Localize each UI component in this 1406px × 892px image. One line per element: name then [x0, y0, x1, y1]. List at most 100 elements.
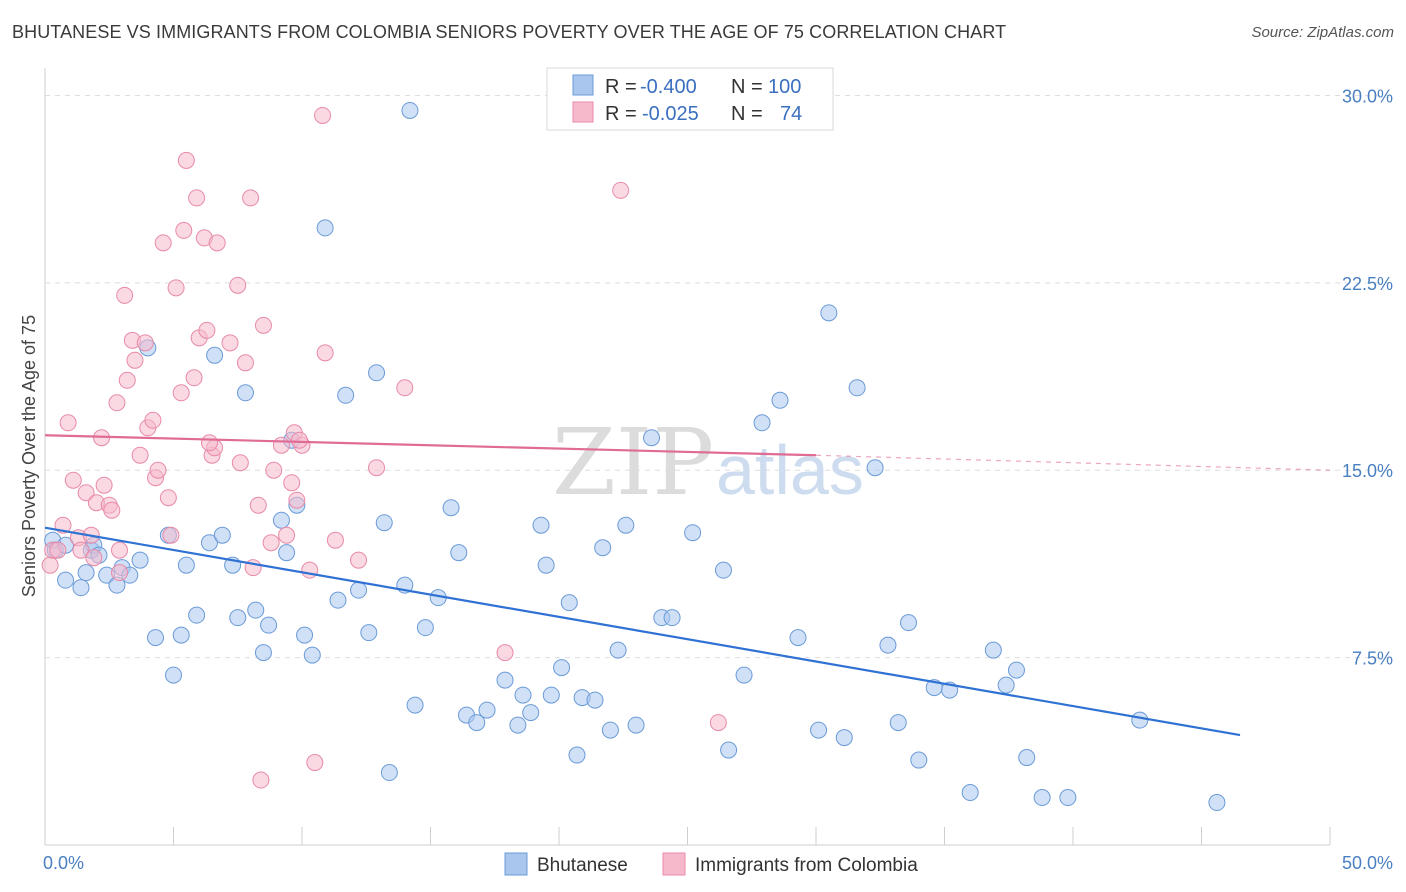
- bottom-legend-swatch-colombia: [662, 852, 686, 876]
- data-point: [900, 614, 918, 632]
- legend-swatch-colombia: [572, 101, 594, 123]
- data-point: [594, 539, 612, 557]
- y-tick-label: 30.0%: [1342, 86, 1393, 106]
- data-point: [350, 581, 368, 599]
- data-point: [131, 446, 149, 464]
- data-point: [172, 384, 190, 402]
- data-point: [835, 729, 853, 747]
- source-credit: Source: ZipAtlas.com: [1251, 24, 1394, 41]
- data-point: [288, 491, 306, 509]
- legend-n-label: N =: [731, 103, 763, 125]
- data-point: [1018, 749, 1036, 767]
- y-axis-label: Seniors Poverty Over the Age of 75: [19, 315, 39, 597]
- data-point: [296, 626, 314, 644]
- data-point: [532, 516, 550, 534]
- data-point: [111, 541, 129, 559]
- legend-swatch-bhutanese: [572, 74, 594, 96]
- data-point: [416, 619, 434, 637]
- data-point: [278, 544, 296, 562]
- legend-bottom: Bhutanese Immigrants from Colombia: [504, 852, 918, 876]
- data-point: [136, 334, 154, 352]
- colombia-points: [41, 106, 727, 789]
- data-point: [208, 234, 226, 252]
- data-point: [380, 764, 398, 782]
- data-point: [177, 151, 195, 169]
- data-point: [442, 499, 460, 517]
- bhutanese-trend-line: [44, 526, 1241, 737]
- data-point: [77, 484, 95, 502]
- data-point: [188, 606, 206, 624]
- data-point: [627, 716, 645, 734]
- data-point: [303, 646, 321, 664]
- data-point: [879, 636, 897, 654]
- data-point: [177, 556, 195, 574]
- data-point: [984, 641, 1002, 659]
- data-point: [496, 671, 514, 689]
- data-point: [522, 704, 540, 722]
- data-point: [910, 751, 928, 769]
- data-point: [848, 379, 866, 397]
- data-point: [262, 534, 280, 552]
- data-point: [514, 686, 532, 704]
- data-point: [329, 591, 347, 609]
- trend-lines: [44, 434, 1331, 737]
- x-axis-ticks: [173, 827, 1331, 845]
- data-point: [316, 219, 334, 237]
- data-point: [720, 741, 738, 759]
- data-point: [154, 234, 172, 252]
- data-point: [663, 609, 681, 627]
- data-point: [162, 526, 180, 544]
- legend-n-value: 100: [768, 76, 801, 98]
- data-point: [247, 601, 265, 619]
- data-point: [735, 666, 753, 684]
- data-point: [200, 534, 218, 552]
- data-point: [64, 471, 82, 489]
- data-point: [278, 526, 296, 544]
- data-point: [198, 321, 216, 339]
- data-point: [116, 286, 134, 304]
- legend-r-value: -0.025: [642, 103, 699, 125]
- data-point: [185, 369, 203, 387]
- data-point: [41, 556, 59, 574]
- chart-title: BHUTANESE VS IMMIGRANTS FROM COLOMBIA SE…: [12, 22, 1007, 42]
- data-point: [568, 746, 586, 764]
- data-point: [771, 391, 789, 409]
- data-point: [213, 526, 231, 544]
- data-point: [360, 624, 378, 642]
- watermark-atlas: atlas: [716, 431, 864, 509]
- data-point: [103, 501, 121, 519]
- data-point: [159, 489, 177, 507]
- legend-r-label: R =: [605, 76, 637, 98]
- legend-n-value: 74: [780, 103, 802, 125]
- legend-r-label: R =: [605, 103, 637, 125]
- y-tick-label: 7.5%: [1352, 649, 1393, 669]
- bottom-legend-label-colombia: Immigrants from Colombia: [695, 855, 918, 876]
- data-point: [478, 701, 496, 719]
- data-point: [254, 316, 272, 334]
- data-point: [368, 459, 386, 477]
- data-point: [118, 371, 136, 389]
- data-point: [72, 541, 90, 559]
- data-point: [131, 551, 149, 569]
- data-point: [601, 721, 619, 739]
- data-point: [820, 304, 838, 322]
- legend-n-label: N =: [731, 76, 763, 98]
- data-point: [229, 276, 247, 294]
- data-point: [709, 714, 727, 732]
- data-point: [231, 454, 249, 472]
- data-point: [560, 594, 578, 612]
- data-point: [175, 221, 193, 239]
- data-point: [49, 541, 67, 559]
- data-point: [290, 431, 308, 449]
- y-tick-label: 22.5%: [1342, 274, 1393, 294]
- data-point: [260, 616, 278, 634]
- data-point: [236, 384, 254, 402]
- data-point: [283, 474, 301, 492]
- data-point: [172, 626, 190, 644]
- data-point: [206, 346, 224, 364]
- data-point: [1033, 789, 1051, 807]
- data-point: [314, 106, 332, 124]
- data-point: [306, 754, 324, 772]
- bottom-legend-swatch-bhutanese: [504, 852, 528, 876]
- data-point: [753, 414, 771, 432]
